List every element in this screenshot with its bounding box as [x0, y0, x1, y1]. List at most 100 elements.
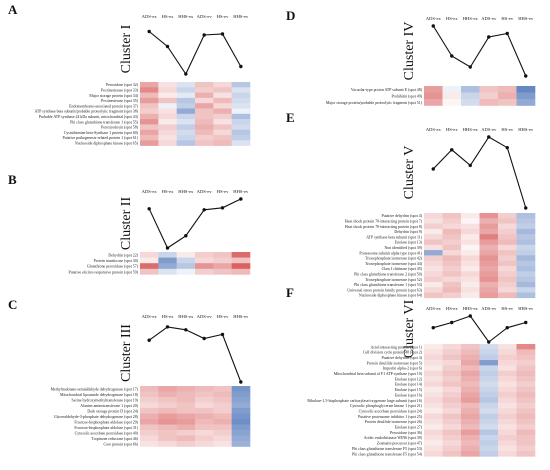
- sample-label: HHS-ex: [178, 189, 194, 194]
- heatmap-cell: [479, 386, 499, 393]
- heatmap-cell: [213, 430, 232, 436]
- heatmap-cell: [442, 397, 462, 404]
- heatmap-cell: [461, 255, 480, 261]
- heatmap-cell: [442, 271, 462, 277]
- heatmap-cell: [461, 360, 480, 366]
- heatmap-cell: [498, 239, 517, 246]
- panel-e: E Cluster V ADS-ex HS-ex HHS-ex ADS-ev HS-ev HH…: [286, 110, 536, 299]
- sample-label: HS-ex: [446, 306, 458, 311]
- heatmap-cell: [158, 419, 177, 425]
- heatmap-cell: [158, 424, 177, 431]
- heatmap-cell: [140, 97, 159, 104]
- sample-label: HHS-ex: [178, 314, 194, 319]
- heatmap-cell: [195, 391, 214, 398]
- heatmap-cell: [479, 445, 499, 452]
- heatmap-cell: [498, 344, 517, 350]
- heatmap-cell: [479, 402, 499, 409]
- profile-point: [202, 208, 206, 212]
- profile-point: [220, 206, 225, 210]
- heatmap-cell: [158, 391, 177, 398]
- heatmap-cell: [516, 92, 536, 100]
- heatmap-cell: [231, 92, 251, 99]
- heatmap-cell: [442, 349, 462, 355]
- panel-f: F Cluster VI ADS-ex HS-ex HHS-ex ADS-ev HS-ev H…: [286, 285, 536, 457]
- heatmap-cell: [140, 402, 159, 409]
- profile-point: [147, 207, 151, 211]
- heatmap-cell: [424, 344, 443, 350]
- heatmap-cell: [442, 255, 462, 261]
- heatmap-cell: [213, 108, 232, 115]
- protein-label: Cystathionine beta-Synthase 1 protein (s…: [64, 131, 139, 135]
- heatmap-cell: [176, 140, 196, 146]
- heatmap-cell: [442, 292, 462, 299]
- heatmap-cell: [195, 441, 214, 447]
- heatmap-cell: [231, 419, 251, 425]
- heatmap-cell: [176, 441, 196, 447]
- heatmap-cell: [516, 271, 536, 277]
- heatmap-cell: [231, 140, 251, 146]
- heatmap-cell: [516, 228, 536, 235]
- heatmap-cell: [231, 124, 251, 130]
- heatmap-cell: [213, 424, 232, 431]
- panel-b: B Cluster II ADS-ex HS-ex HHS-ex ADS-ev HS-ev H…: [8, 172, 251, 275]
- heatmap-cell: [424, 376, 443, 382]
- profile-point: [524, 74, 528, 78]
- heatmap-cell: [498, 392, 517, 398]
- heatmap-cell: [461, 218, 480, 224]
- heatmap-cell: [479, 408, 499, 414]
- heatmap-cell: [516, 213, 536, 219]
- heatmap-cell: [140, 119, 159, 125]
- heatmap-cell: [461, 381, 480, 388]
- heatmap-cell: [516, 451, 536, 457]
- sample-label: ADS-ex: [426, 127, 442, 132]
- heatmap-cell: [479, 287, 499, 293]
- heatmap-cell: [140, 397, 159, 403]
- heatmap-cell: [195, 103, 214, 109]
- profile-point: [431, 24, 435, 28]
- profile-point: [184, 72, 188, 76]
- heatmap-cell: [176, 391, 196, 398]
- heatmap-cell: [442, 386, 462, 393]
- heatmap-cell: [176, 119, 196, 125]
- heatmap-cell: [213, 119, 232, 125]
- heatmap-cell: [498, 349, 517, 355]
- heatmap-cell: [140, 413, 159, 420]
- heatmap-cell: [516, 397, 536, 404]
- sample-label: HHS-ex: [463, 127, 479, 132]
- heatmap-cell: [479, 250, 499, 256]
- heatmap-cell: [195, 268, 214, 275]
- heatmap-cell: [231, 97, 251, 104]
- heatmap-cell: [424, 276, 443, 283]
- sample-label: HHS-ex: [178, 14, 194, 19]
- heatmap-cell: [424, 451, 443, 457]
- heatmap-cell: [176, 82, 196, 88]
- heatmap-cell: [140, 441, 159, 447]
- heatmap-cell: [176, 124, 196, 130]
- heatmap-cell: [516, 418, 536, 425]
- heatmap-cell: [479, 344, 499, 350]
- heatmap-cell: [442, 276, 462, 283]
- heatmap-cell: [424, 218, 443, 224]
- heatmap-cell: [442, 445, 462, 452]
- heatmap-cell: [461, 440, 480, 446]
- heatmap-cell: [461, 228, 480, 235]
- heatmap-cell: [479, 397, 499, 404]
- sample-label: HS-ev: [217, 314, 229, 319]
- heatmap-cell: [158, 402, 177, 409]
- heatmap-cell: [461, 445, 480, 452]
- heatmap-cell: [213, 113, 232, 120]
- heatmap-cell: [479, 255, 499, 261]
- heatmap-cell: [140, 408, 159, 414]
- heatmap-cell: [213, 87, 232, 93]
- heatmap-cell: [176, 397, 196, 403]
- heatmap-cell: [442, 281, 462, 288]
- profile-point: [220, 32, 225, 36]
- heatmap-cell: [424, 223, 443, 230]
- heatmap-cell: [424, 349, 443, 355]
- heatmap-cell: [479, 260, 499, 267]
- profile-point: [450, 320, 454, 325]
- protein-label: Dehydrin (spot 22): [108, 253, 138, 257]
- heatmap-cell: [158, 135, 177, 141]
- heatmap-cell: [498, 292, 517, 299]
